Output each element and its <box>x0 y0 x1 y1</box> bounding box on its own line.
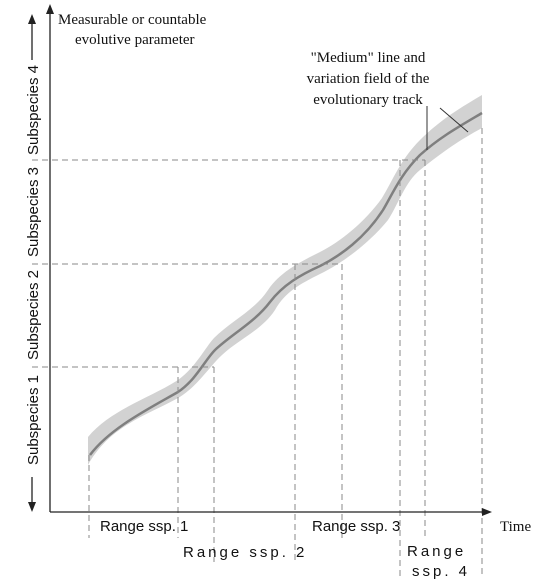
range-ssp2-label: Range ssp. 2 <box>183 544 307 561</box>
annotation-line-2: variation field of the <box>307 71 430 87</box>
subspecies-2-label: Subspecies 2 <box>25 270 42 360</box>
subspecies-3-label: Subspecies 3 <box>25 167 42 257</box>
y-axis-title-line-1: Measurable or countable <box>58 12 207 28</box>
annotation-pointer-2 <box>439 107 469 133</box>
range-ssp1-label: Range ssp. 1 <box>100 518 188 535</box>
subspecies-1-label: Subspecies 1 <box>25 375 42 465</box>
x-axis-label: Time <box>500 519 531 535</box>
annotation-line-3: evolutionary track <box>313 92 423 108</box>
up-arrow-icon <box>28 14 36 24</box>
subspecies-4-label: Subspecies 4 <box>25 65 42 155</box>
variation-field <box>88 95 482 465</box>
annotation-line-1: "Medium" line and <box>311 50 426 66</box>
x-axis-arrowhead-icon <box>482 508 492 516</box>
y-axis-title-line-2: evolutive parameter <box>75 32 195 48</box>
y-axis-arrowhead-icon <box>46 4 54 14</box>
range-ssp4-label-line-2: ssp. 4 <box>412 563 470 580</box>
range-ssp4-label-line-1: Range <box>407 543 466 560</box>
range-ssp3-label: Range ssp. 3 <box>312 518 400 535</box>
down-arrow-icon <box>28 502 36 512</box>
